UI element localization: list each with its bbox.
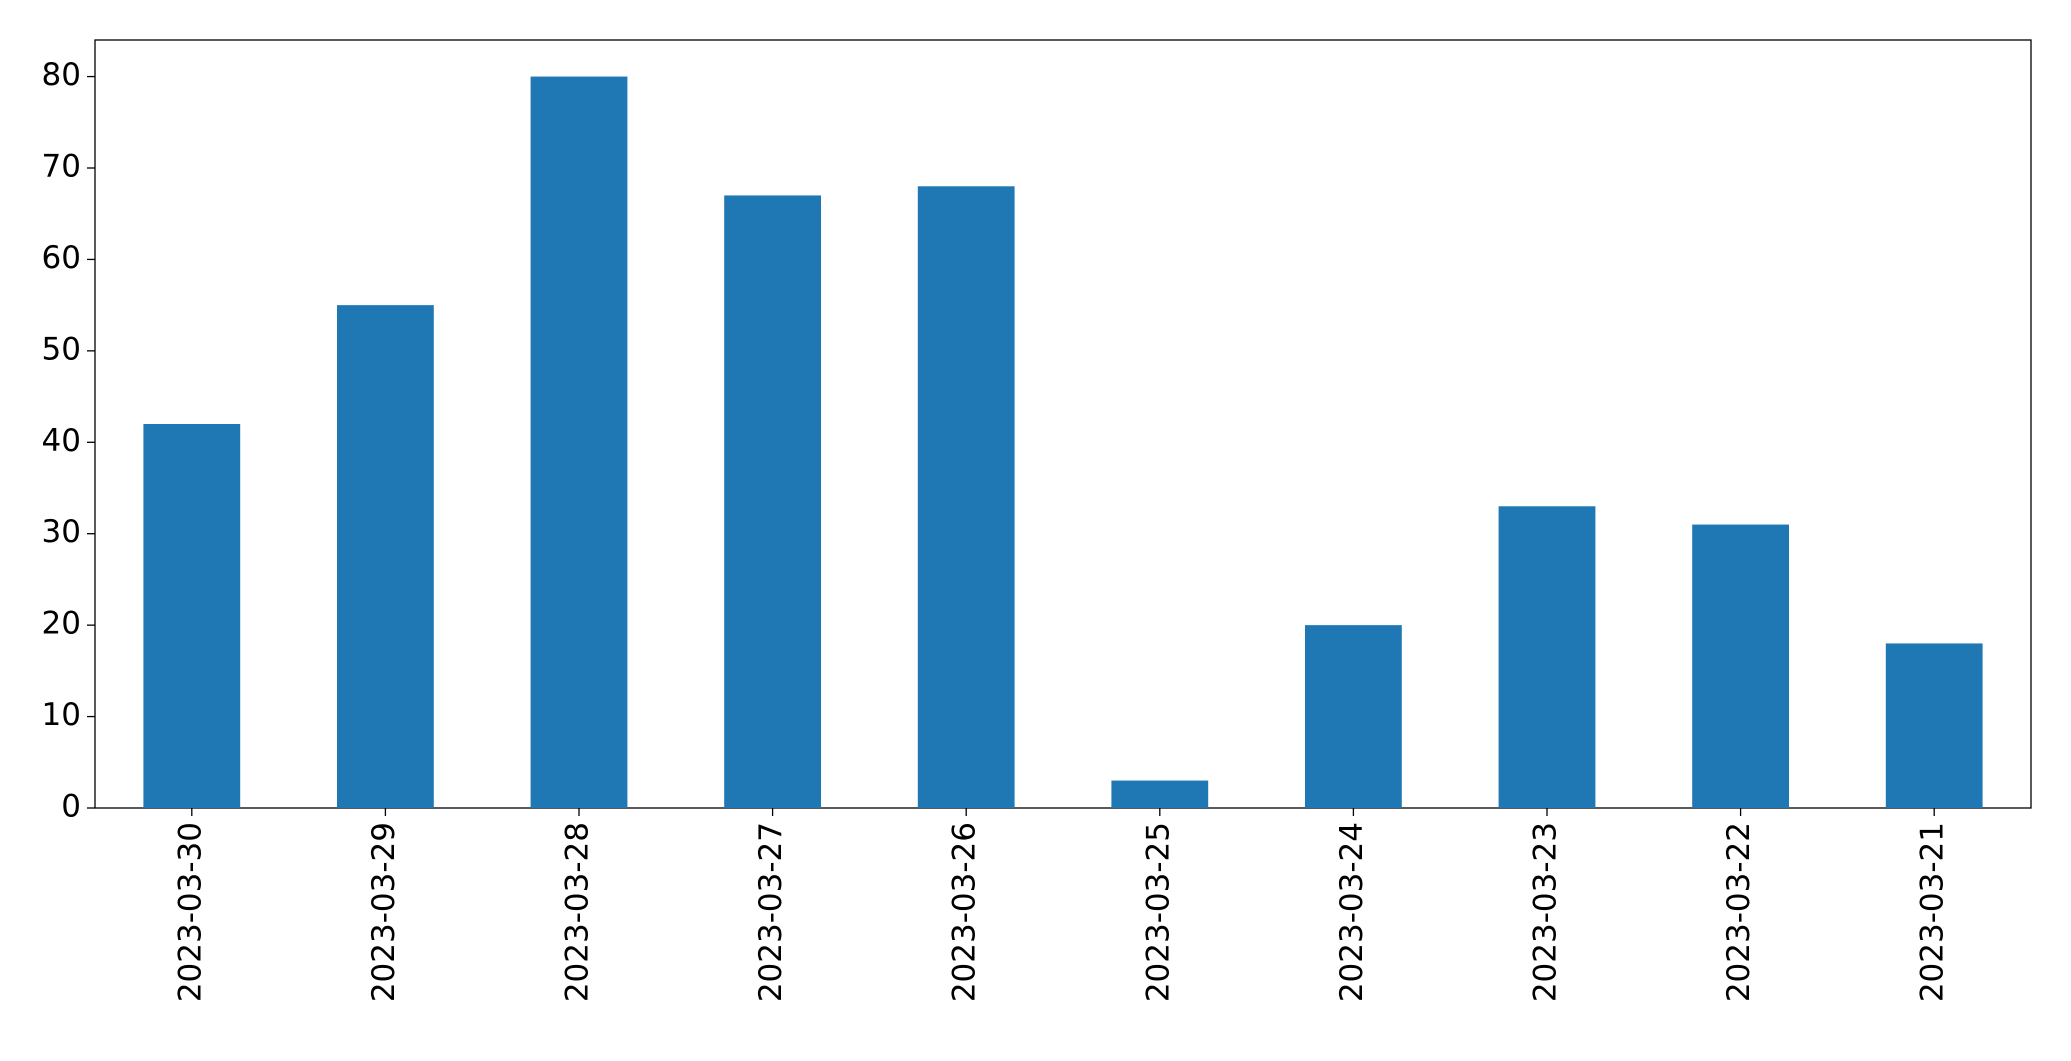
y-tick-label: 0 (61, 789, 81, 825)
bar (1305, 625, 1402, 808)
x-tick-label: 2023-03-21 (1915, 822, 1951, 1002)
x-tick-label: 2023-03-28 (560, 822, 596, 1002)
y-tick-label: 60 (42, 240, 81, 276)
x-tick-label: 2023-03-23 (1528, 822, 1564, 1002)
bar (1111, 780, 1209, 808)
bar (1692, 524, 1789, 808)
x-tick-label: 2023-03-26 (947, 822, 983, 1002)
y-tick-label: 30 (42, 514, 81, 550)
x-tick-label: 2023-03-25 (1140, 822, 1176, 1002)
y-tick-label: 10 (42, 697, 81, 733)
plot-frame (94, 39, 2032, 809)
y-tick-label: 50 (42, 331, 81, 367)
x-tick-label: 2023-03-27 (753, 822, 789, 1002)
bar (143, 424, 241, 808)
bar (337, 305, 434, 808)
y-tick-label: 40 (42, 423, 81, 459)
bar (1885, 643, 1983, 808)
bar (1498, 506, 1596, 808)
bar (724, 195, 821, 808)
bar (530, 76, 628, 809)
y-tick-label: 70 (42, 149, 81, 185)
x-tick-label: 2023-03-24 (1334, 822, 1370, 1002)
x-tick-label: 2023-03-30 (172, 822, 208, 1002)
x-tick-label: 2023-03-29 (366, 822, 402, 1002)
y-tick-label: 20 (42, 606, 81, 642)
bar (917, 186, 1015, 809)
y-tick-label: 80 (42, 57, 81, 93)
x-tick-label: 2023-03-22 (1721, 822, 1757, 1002)
